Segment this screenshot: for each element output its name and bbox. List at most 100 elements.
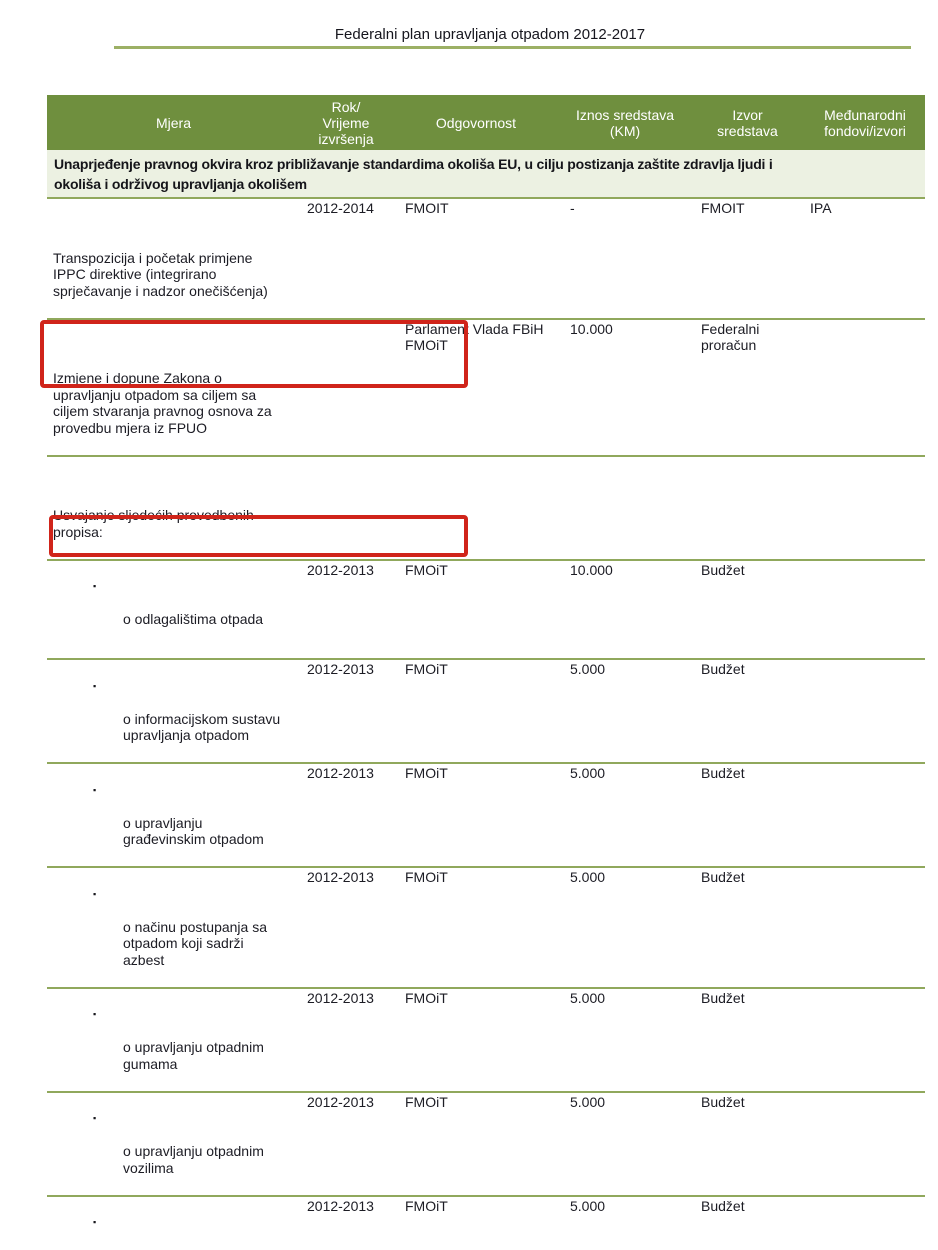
source-cell: Budžet (690, 1196, 805, 1250)
measure-cell: ▪ o odlagalištima otpada (47, 560, 300, 660)
deadline-cell: 2012-2013 (300, 1196, 392, 1250)
measure-wrap: Transpozicija i početak primjene IPPC di… (53, 217, 295, 300)
measure-cell: ▪ o upravljanju otpadnim uljima (47, 1196, 300, 1250)
deadline-cell: 2012-2013 (300, 867, 392, 988)
document-page: Federalni plan upravljanja otpadom 2012-… (0, 0, 938, 625)
section-header-row: Unaprjeđenje pravnog okvira kroz približ… (47, 150, 925, 198)
measure-cell: ▪ o informacijskom sustavu upravljanja o… (47, 659, 300, 763)
table-row: ▪ o načinu postupanja sa otpadom koji sa… (47, 867, 925, 988)
responsibility-cell: FMOIT (392, 198, 560, 319)
amount-cell: 5.000 (560, 867, 690, 988)
amount-cell: 5.000 (560, 763, 690, 867)
deadline-cell: 2012-2013 (300, 1092, 392, 1196)
measure-text: o upravljanju otpadnim gumama (123, 1039, 264, 1072)
amount-cell (560, 456, 690, 560)
bullet-icon: ▪ (93, 889, 96, 899)
responsibility-cell: FMOiT (392, 560, 560, 660)
table-row: ▪ o informacijskom sustavu upravljanja o… (47, 659, 925, 763)
responsibility-cell (392, 456, 560, 560)
measure-wrap: ▪ o odlagalištima otpada (53, 578, 295, 628)
measure-text: Izmjene i dopune Zakona o upravljanju ot… (53, 370, 272, 436)
source-cell: Budžet (690, 988, 805, 1092)
col-header-iznos: Iznos sredstava (KM) (560, 95, 690, 150)
deadline-cell: 2012-2013 (300, 763, 392, 867)
deadline-cell (300, 319, 392, 456)
source-cell: Budžet (690, 867, 805, 988)
bullet-icon: ▪ (93, 1113, 96, 1123)
responsibility-cell: FMOiT (392, 1196, 560, 1250)
table-row: ▪ o odlagalištima otpada 2012-2013 FMOiT… (47, 560, 925, 660)
responsibility-cell: FMOiT (392, 659, 560, 763)
bullet-icon: ▪ (93, 785, 96, 795)
funds-cell (805, 456, 925, 560)
measure-text: o upravljanju građevinskim otpadom (123, 815, 264, 848)
table-row: ▪ o upravljanju otpadnim vozilima 2012-2… (47, 1092, 925, 1196)
funds-cell (805, 1196, 925, 1250)
responsibility-cell: FMOiT (392, 988, 560, 1092)
table-row: ▪ o upravljanju građevinskim otpadom 201… (47, 763, 925, 867)
measure-cell: ▪ o upravljanju otpadnim vozilima (47, 1092, 300, 1196)
measure-cell: ▪ o upravljanju otpadnim gumama (47, 988, 300, 1092)
source-cell: Budžet (690, 1092, 805, 1196)
measure-text: o upravljanju otpadnim uljima (123, 1247, 264, 1250)
header-row: Mjera Rok/ Vrijeme izvršenja Odgovornost… (47, 95, 925, 150)
amount-cell: - (560, 198, 690, 319)
title-underline (114, 46, 911, 49)
measure-wrap: ▪ o informacijskom sustavu upravljanja o… (53, 678, 295, 744)
col-header-rok: Rok/ Vrijeme izvršenja (300, 95, 392, 150)
bullet-icon: ▪ (93, 681, 96, 691)
waste-plan-table: Mjera Rok/ Vrijeme izvršenja Odgovornost… (47, 95, 925, 1250)
deadline-cell: 2012-2013 (300, 560, 392, 660)
measure-cell: ▪ o upravljanju građevinskim otpadom (47, 763, 300, 867)
responsibility-cell: Parlament Vlada FBiH FMOiT (392, 319, 560, 456)
funds-cell (805, 763, 925, 867)
source-cell: Budžet (690, 763, 805, 867)
funds-cell (805, 319, 925, 456)
col-header-fondovi: Međunarodni fondovi/izvori (805, 95, 925, 150)
bullet-icon: ▪ (93, 1217, 96, 1227)
funds-cell (805, 988, 925, 1092)
table-row: ▪ o upravljanju otpadnim uljima 2012-201… (47, 1196, 925, 1250)
measure-wrap: ▪ o upravljanju otpadnim vozilima (53, 1110, 295, 1176)
responsibility-cell: FMOiT (392, 763, 560, 867)
amount-cell: 10.000 (560, 319, 690, 456)
measure-cell: ▪ o načinu postupanja sa otpadom koji sa… (47, 867, 300, 988)
measure-wrap: ▪ o načinu postupanja sa otpadom koji sa… (53, 886, 295, 969)
responsibility-cell: FMOiT (392, 867, 560, 988)
deadline-cell: 2012-2014 (300, 198, 392, 319)
measure-text: o načinu postupanja sa otpadom koji sadr… (123, 919, 267, 968)
col-header-mjera: Mjera (47, 95, 300, 150)
measure-wrap: ▪ o upravljanju otpadnim uljima (53, 1214, 295, 1250)
table-header: Mjera Rok/ Vrijeme izvršenja Odgovornost… (47, 95, 925, 150)
amount-cell: 5.000 (560, 659, 690, 763)
deadline-cell: 2012-2013 (300, 988, 392, 1092)
funds-cell (805, 867, 925, 988)
col-header-izvor: Izvor sredstava (690, 95, 805, 150)
table-row: Usvajanje sljedećih provedbenih propisa: (47, 456, 925, 560)
measure-wrap: ▪ o upravljanju otpadnim gumama (53, 1006, 295, 1072)
measure-text: Usvajanje sljedećih provedbenih propisa: (53, 507, 254, 540)
table-row: Transpozicija i početak primjene IPPC di… (47, 198, 925, 319)
source-cell (690, 456, 805, 560)
bullet-icon: ▪ (93, 1009, 96, 1019)
section-header-text: Unaprjeđenje pravnog okvira kroz približ… (47, 150, 925, 198)
source-cell: Budžet (690, 560, 805, 660)
measure-wrap: Usvajanje sljedećih provedbenih propisa: (53, 474, 295, 540)
col-header-odgovornost: Odgovornost (392, 95, 560, 150)
source-cell: FMOIT (690, 198, 805, 319)
table-row: Izmjene i dopune Zakona o upravljanju ot… (47, 319, 925, 456)
funds-cell: IPA (805, 198, 925, 319)
measure-text: o informacijskom sustavu upravljanja otp… (123, 711, 280, 744)
table-row: ▪ o upravljanju otpadnim gumama 2012-201… (47, 988, 925, 1092)
deadline-cell: 2012-2013 (300, 659, 392, 763)
amount-cell: 5.000 (560, 988, 690, 1092)
amount-cell: 5.000 (560, 1092, 690, 1196)
page-title: Federalni plan upravljanja otpadom 2012-… (40, 26, 938, 43)
deadline-cell (300, 456, 392, 560)
measure-text: o upravljanju otpadnim vozilima (123, 1143, 264, 1176)
source-cell: Budžet (690, 659, 805, 763)
table-body: Unaprjeđenje pravnog okvira kroz približ… (47, 150, 925, 1250)
amount-cell: 5.000 (560, 1196, 690, 1250)
bullet-icon: ▪ (93, 581, 96, 591)
funds-cell (805, 560, 925, 660)
